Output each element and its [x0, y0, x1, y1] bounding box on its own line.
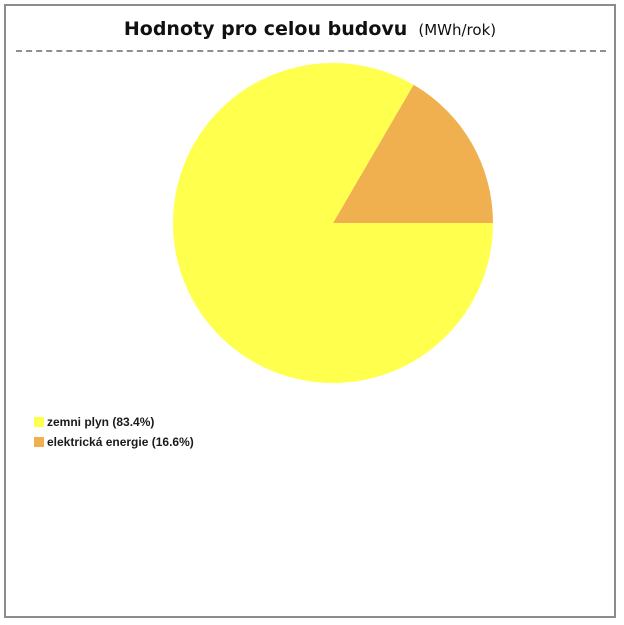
pie-chart [173, 63, 493, 384]
chart-panel: Hodnoty pro celou budovu (MWh/rok) zemni… [4, 4, 616, 618]
legend-label-zemni-plyn: zemni plyn (83.4%) [47, 415, 155, 429]
legend-label-elektricka-energie: elektrická energie (16.6%) [47, 435, 194, 449]
chart-title: Hodnoty pro celou budovu [123, 18, 408, 40]
legend-item-zemni-plyn: zemni plyn (83.4%) [34, 412, 194, 432]
legend-item-elektricka-energie: elektrická energie (16.6%) [34, 432, 194, 452]
pie-slices [173, 63, 493, 384]
header-divider [16, 50, 606, 52]
pie-slice-zemni-plyn [173, 63, 493, 384]
pie-slice-elektricka-energie [333, 84, 493, 224]
chart-legend: zemni plyn (83.4%) elektrická energie (1… [34, 412, 194, 452]
legend-swatch-elektricka-energie [34, 437, 44, 447]
legend-swatch-zemni-plyn [34, 417, 44, 427]
chart-unit: (MWh/rok) [418, 21, 497, 39]
chart-header: Hodnoty pro celou budovu (MWh/rok) [6, 18, 614, 40]
